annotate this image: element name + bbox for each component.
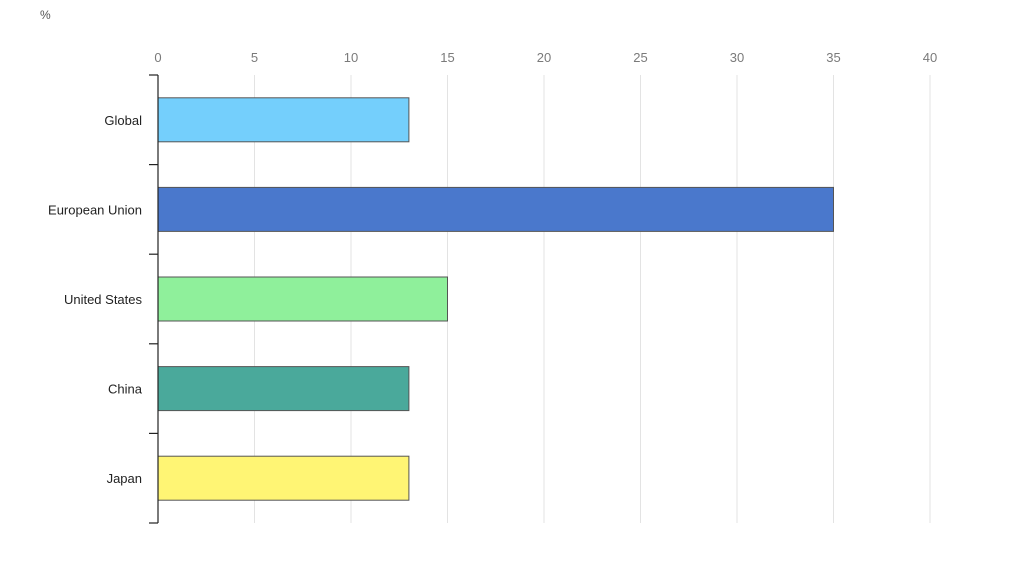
x-axis-ticks: 0 5 10 15 20 25 30 35 40 (154, 50, 937, 65)
category-label: United States (64, 292, 143, 307)
x-tick-label: 10 (344, 50, 358, 65)
bar-united-states (157, 276, 448, 322)
grid-lines (254, 75, 931, 523)
bars (157, 97, 834, 501)
unit-label: % (40, 8, 51, 22)
bar-global (157, 97, 410, 143)
x-tick-label: 30 (730, 50, 744, 65)
x-tick-label: 25 (633, 50, 647, 65)
x-tick-label: 35 (826, 50, 840, 65)
x-tick-label: 5 (251, 50, 258, 65)
bar-european-union (157, 186, 834, 232)
category-label: Japan (107, 471, 142, 486)
bar-japan (157, 455, 410, 501)
x-tick-label: 40 (923, 50, 937, 65)
bar-china (157, 366, 410, 412)
category-label: European Union (48, 202, 142, 217)
y-axis (149, 74, 159, 524)
x-tick-label: 0 (154, 50, 161, 65)
category-label: Global (104, 113, 142, 128)
x-tick-label: 20 (537, 50, 551, 65)
category-label: China (108, 382, 143, 397)
category-labels: Global European Union United States China Ja… (48, 113, 143, 486)
x-tick-label: 15 (440, 50, 454, 65)
